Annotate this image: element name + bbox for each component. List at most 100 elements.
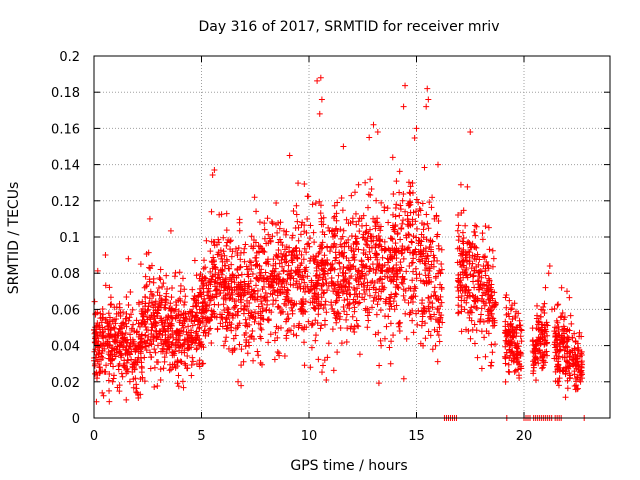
data-point (283, 243, 290, 250)
data-point (162, 301, 169, 308)
data-point (146, 295, 153, 302)
data-point (370, 266, 377, 273)
data-point (529, 337, 536, 344)
data-point (563, 357, 570, 364)
data-point (410, 329, 417, 336)
data-point (400, 375, 407, 382)
data-point (397, 259, 404, 266)
data-point (468, 265, 475, 272)
data-point (542, 284, 549, 291)
data-point (120, 319, 127, 326)
data-point (381, 238, 388, 245)
data-point (371, 218, 378, 225)
data-point (410, 288, 417, 295)
data-point (479, 236, 486, 243)
data-point (287, 281, 294, 288)
data-point (99, 389, 106, 396)
data-point (384, 266, 391, 273)
data-point (375, 329, 382, 336)
data-point (517, 333, 524, 340)
data-point (324, 243, 331, 250)
data-point (117, 313, 124, 320)
data-point (332, 254, 339, 261)
data-point (463, 299, 470, 306)
data-point (122, 346, 129, 353)
data-point (167, 227, 174, 234)
data-point (93, 351, 100, 358)
data-point (137, 261, 144, 268)
data-point (573, 355, 580, 362)
data-point (426, 244, 433, 251)
data-point (304, 241, 311, 248)
data-point (515, 310, 522, 317)
data-point (305, 240, 312, 247)
data-point (509, 316, 516, 323)
data-point (123, 359, 130, 366)
data-point (423, 103, 430, 110)
data-point (112, 339, 119, 346)
data-point (135, 395, 142, 402)
data-point (515, 343, 522, 350)
data-point (502, 354, 509, 361)
data-point (263, 240, 270, 247)
data-point (274, 334, 281, 341)
data-point (471, 303, 478, 310)
data-point (485, 330, 492, 337)
data-point (341, 308, 348, 315)
data-point (370, 284, 377, 291)
data-point (517, 322, 524, 329)
data-point (141, 354, 148, 361)
data-point (397, 202, 404, 209)
data-point (332, 314, 339, 321)
data-point (478, 365, 485, 372)
data-point (312, 337, 319, 344)
data-point (169, 364, 176, 371)
data-point (485, 224, 492, 231)
data-point (373, 311, 380, 318)
data-point (486, 317, 493, 324)
data-point (245, 273, 252, 280)
data-point (228, 289, 235, 296)
data-point (468, 317, 475, 324)
data-point (106, 387, 113, 394)
data-point (417, 207, 424, 214)
data-point (151, 312, 158, 319)
x-tick-label: 0 (90, 429, 98, 444)
data-point (157, 315, 164, 322)
data-point (180, 384, 187, 391)
data-point (366, 268, 373, 275)
data-point (224, 285, 231, 292)
data-point (246, 283, 253, 290)
data-point (366, 134, 373, 141)
data-point (280, 227, 287, 234)
data-point (279, 263, 286, 270)
data-point (399, 197, 406, 204)
data-point (226, 295, 233, 302)
data-point (273, 221, 280, 228)
data-point (187, 337, 194, 344)
data-point (125, 302, 132, 309)
data-point (220, 287, 227, 294)
data-point (213, 314, 220, 321)
data-point (480, 263, 487, 270)
data-point (578, 350, 585, 357)
data-point (572, 338, 579, 345)
data-point (366, 226, 373, 233)
data-point (298, 276, 305, 283)
data-point (278, 257, 285, 264)
data-point (484, 291, 491, 298)
data-point (518, 365, 525, 372)
data-point (398, 224, 405, 231)
data-point (321, 357, 328, 364)
data-point (270, 256, 277, 263)
y-tick-label: 0.02 (51, 376, 80, 391)
data-point (95, 338, 102, 345)
data-point (566, 294, 573, 301)
data-point (117, 322, 124, 329)
data-point (223, 227, 230, 234)
data-point (261, 226, 268, 233)
data-point (366, 286, 373, 293)
data-point (361, 264, 368, 271)
data-point (109, 378, 116, 385)
data-point (137, 344, 144, 351)
